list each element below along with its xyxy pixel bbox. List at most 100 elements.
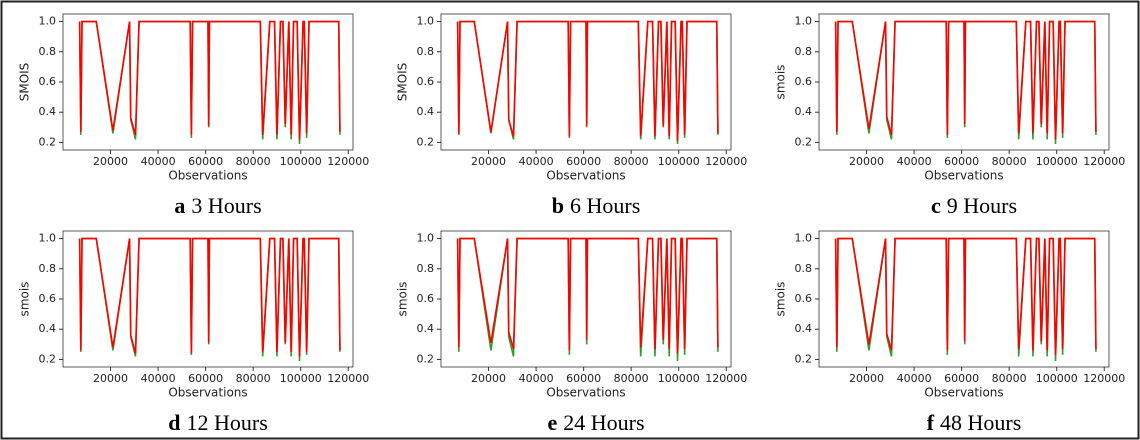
panel-caption: 9 Hours xyxy=(947,193,1017,218)
x-tick-label: 60000 xyxy=(944,155,979,168)
x-tick-label: 120000 xyxy=(705,372,747,385)
x-tick-label: 60000 xyxy=(188,372,223,385)
data-line xyxy=(834,237,1097,355)
y-tick-label: 0.4 xyxy=(39,322,57,335)
y-tick-label: 0.4 xyxy=(795,322,813,335)
plot-frame xyxy=(440,230,732,368)
panel: 0.2 0.4 0.6 0.8 1.0 20000 40000 60000 80000 10000… xyxy=(396,230,747,435)
y-tick-label: 0.4 xyxy=(417,105,435,118)
x-tick-label: 40000 xyxy=(519,372,554,385)
x-tick-label: 40000 xyxy=(897,155,932,168)
y-axis-label: smois xyxy=(774,65,788,100)
x-tick-label: 20000 xyxy=(471,155,506,168)
y-tick-label: 0.4 xyxy=(417,322,435,335)
y-tick-label: 1.0 xyxy=(39,232,57,245)
panel-letter: a xyxy=(174,193,185,218)
y-tick-label: 0.2 xyxy=(417,352,435,365)
x-tick-label: 120000 xyxy=(705,155,747,168)
x-axis-label: Observations xyxy=(546,169,625,183)
y-tick-label: 0.8 xyxy=(417,262,435,275)
caption: f 48 Hours xyxy=(927,410,1022,435)
panel: 0.2 0.4 0.6 0.8 1.0 20000 40000 60000 80000 10000… xyxy=(396,13,747,218)
x-axis-label: Observations xyxy=(168,169,247,183)
x-axis-label: Observations xyxy=(924,169,1003,183)
x-tick-label: 80000 xyxy=(992,372,1027,385)
y-axis-label: smois xyxy=(774,282,788,317)
panel-letter: c xyxy=(931,193,941,218)
panel-caption: 12 Hours xyxy=(186,410,267,435)
x-tick-label: 40000 xyxy=(141,155,176,168)
x-tick-label: 20000 xyxy=(93,372,128,385)
plot-frame xyxy=(62,230,354,368)
y-tick-label: 0.6 xyxy=(795,292,813,305)
panel-letter: d xyxy=(168,410,180,435)
y-tick-label: 1.0 xyxy=(795,232,813,245)
x-tick-label: 120000 xyxy=(1083,372,1125,385)
x-tick-label: 20000 xyxy=(849,372,884,385)
panel: 0.2 0.4 0.6 0.8 1.0 20000 40000 60000 80000 10000… xyxy=(774,230,1125,435)
y-tick-label: 0.2 xyxy=(795,135,813,148)
panel-caption: 24 Hours xyxy=(563,410,644,435)
x-tick-label: 120000 xyxy=(1083,155,1125,168)
x-tick-label: 80000 xyxy=(614,372,649,385)
x-tick-label: 60000 xyxy=(188,155,223,168)
y-tick-label: 0.6 xyxy=(39,75,57,88)
panel-letter: b xyxy=(552,193,564,218)
x-tick-label: 20000 xyxy=(849,155,884,168)
panel: 0.2 0.4 0.6 0.8 1.0 20000 40000 60000 80000 10000… xyxy=(774,13,1125,218)
data-line xyxy=(834,20,1097,140)
x-tick-label: 100000 xyxy=(280,155,322,168)
x-axis-label: Observations xyxy=(924,386,1003,400)
y-tick-label: 0.2 xyxy=(39,135,57,148)
x-tick-label: 120000 xyxy=(327,372,369,385)
y-axis-label: SMOIS xyxy=(396,63,410,102)
y-tick-label: 0.2 xyxy=(417,135,435,148)
x-tick-label: 40000 xyxy=(141,372,176,385)
x-tick-label: 120000 xyxy=(327,155,369,168)
x-tick-label: 80000 xyxy=(992,155,1027,168)
y-tick-label: 0.8 xyxy=(39,45,57,58)
y-tick-label: 0.8 xyxy=(795,45,813,58)
x-tick-label: 60000 xyxy=(566,372,601,385)
x-axis-label: Observations xyxy=(546,386,625,400)
y-tick-label: 0.8 xyxy=(795,262,813,275)
x-tick-label: 100000 xyxy=(658,155,700,168)
x-tick-label: 100000 xyxy=(1036,155,1078,168)
y-tick-label: 1.0 xyxy=(795,15,813,28)
caption: e 24 Hours xyxy=(547,410,644,435)
data-line xyxy=(78,237,341,357)
plot-frame xyxy=(62,13,354,151)
y-tick-label: 1.0 xyxy=(417,232,435,245)
caption: d 12 Hours xyxy=(168,410,268,435)
x-tick-label: 40000 xyxy=(519,155,554,168)
panel-caption: 6 Hours xyxy=(570,193,640,218)
y-tick-label: 0.2 xyxy=(795,352,813,365)
y-tick-label: 0.4 xyxy=(39,105,57,118)
x-tick-label: 100000 xyxy=(658,372,700,385)
y-axis-label: smois xyxy=(396,282,410,317)
x-tick-label: 80000 xyxy=(236,155,271,168)
x-tick-label: 60000 xyxy=(566,155,601,168)
y-tick-label: 0.6 xyxy=(39,292,57,305)
y-tick-label: 0.6 xyxy=(795,75,813,88)
y-axis-label: smois xyxy=(18,282,32,317)
data-line xyxy=(456,20,719,141)
panel-letter: e xyxy=(547,410,557,435)
panel-caption: 48 Hours xyxy=(940,410,1021,435)
panel-caption: 3 Hours xyxy=(191,193,261,218)
panel: 0.2 0.4 0.6 0.8 1.0 20000 40000 60000 80000 10000… xyxy=(18,230,369,435)
y-tick-label: 0.8 xyxy=(39,262,57,275)
y-tick-label: 0.8 xyxy=(417,45,435,58)
plot-frame xyxy=(440,13,732,151)
y-tick-label: 0.6 xyxy=(417,292,435,305)
x-tick-label: 100000 xyxy=(1036,372,1078,385)
data-line xyxy=(456,237,719,354)
y-tick-label: 1.0 xyxy=(417,15,435,28)
plot-frame xyxy=(818,13,1110,151)
x-tick-label: 100000 xyxy=(280,372,322,385)
y-tick-label: 0.2 xyxy=(39,352,57,365)
y-axis-label: SMOIS xyxy=(18,63,32,102)
x-tick-label: 40000 xyxy=(897,372,932,385)
